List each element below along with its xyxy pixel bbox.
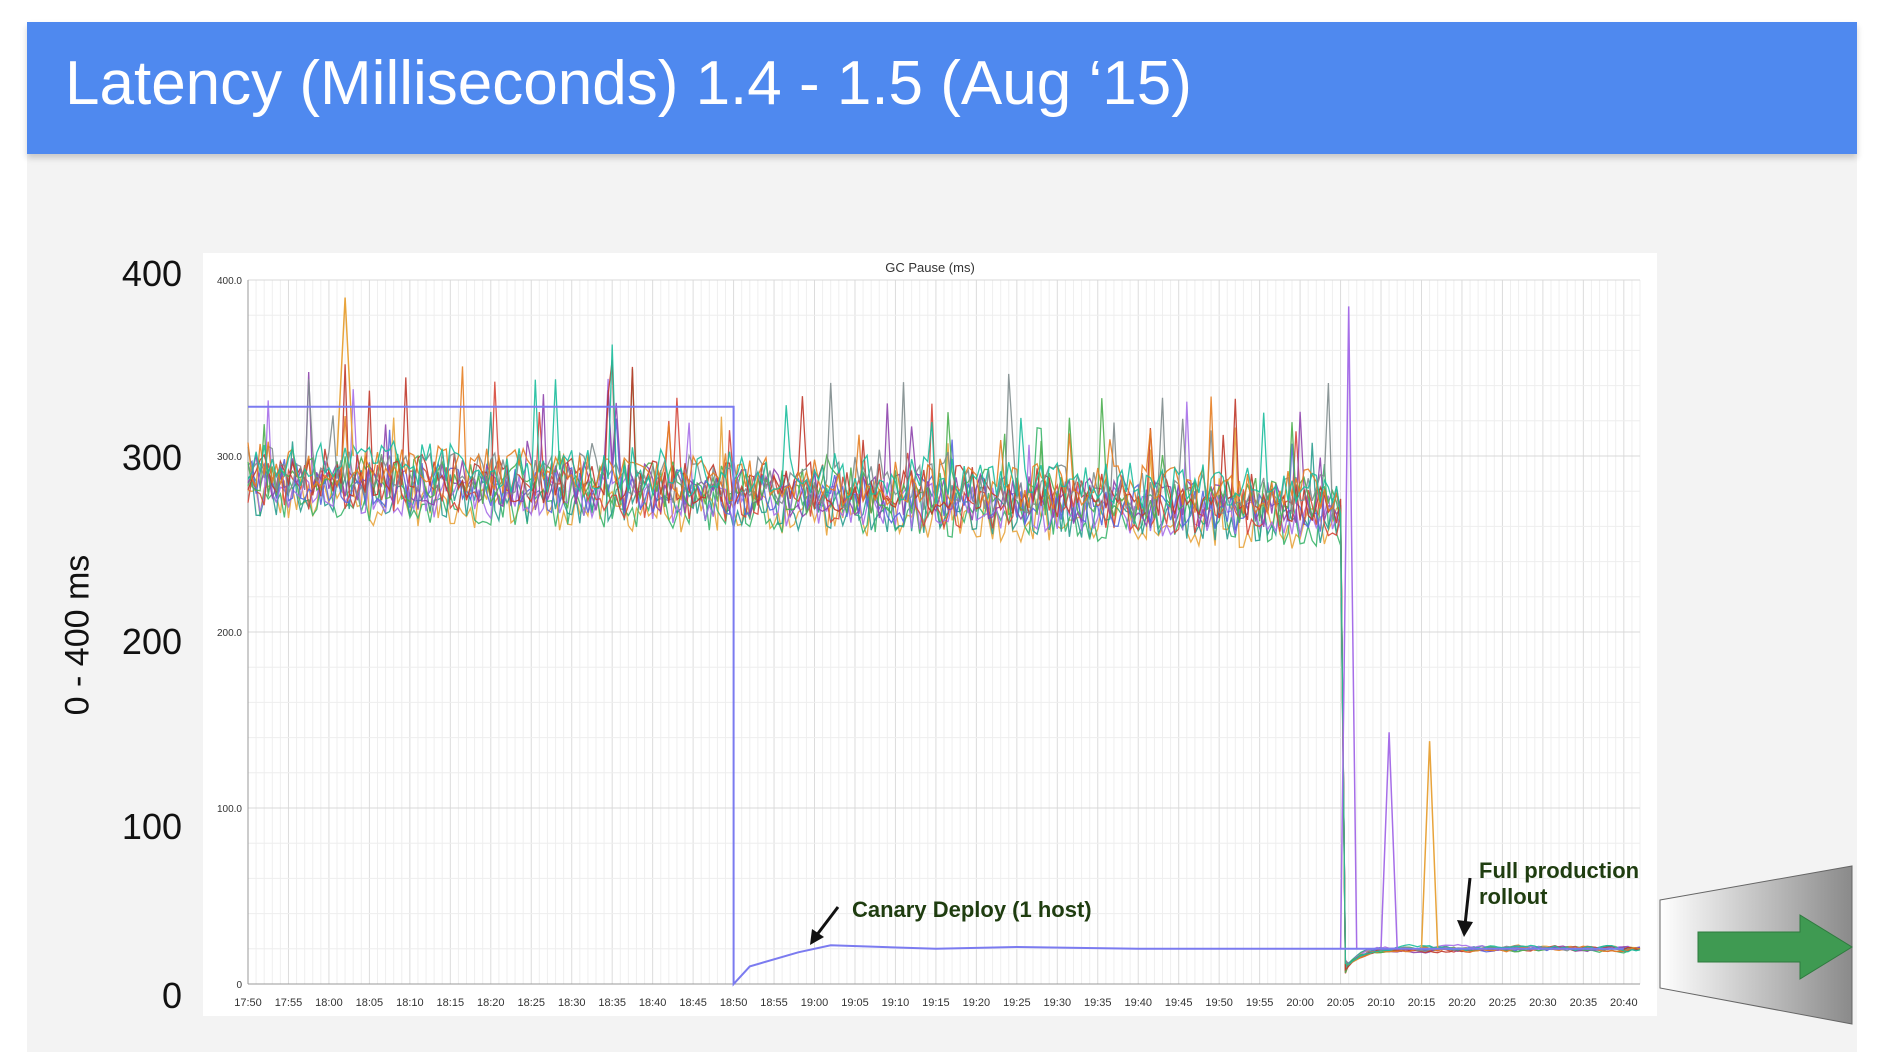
x-tick-label: 18:30 <box>558 997 586 1009</box>
x-tick-label: 18:50 <box>720 997 748 1009</box>
x-tick-label: 18:25 <box>517 997 545 1009</box>
slide-title: Latency (Milliseconds) 1.4 - 1.5 (Aug ‘1… <box>65 49 1192 118</box>
rollout-arrow-shaft <box>1463 877 1472 926</box>
grid-layer <box>247 279 1641 985</box>
x-tick-label: 20:00 <box>1286 997 1314 1009</box>
rollout-annotation-line1: Full production <box>1479 858 1639 883</box>
x-tick-label: 18:40 <box>639 997 667 1009</box>
spike-line <box>336 297 354 457</box>
series-layer <box>247 297 1641 987</box>
spike-line <box>1339 306 1358 949</box>
x-tick-label: 18:35 <box>598 997 626 1009</box>
x-tick-label: 19:30 <box>1044 997 1072 1009</box>
x-tick-label: 20:10 <box>1367 997 1395 1009</box>
x-tick-label: 20:20 <box>1448 997 1476 1009</box>
x-tick-label: 19:25 <box>1003 997 1031 1009</box>
y-tick-label: 100.0 <box>217 804 242 815</box>
canary-annotation-label: Canary Deploy (1 host) <box>852 897 1092 922</box>
x-tick-label: 17:50 <box>234 997 262 1009</box>
x-tick-label: 19:40 <box>1124 997 1152 1009</box>
canary-arrow-head <box>810 929 824 945</box>
x-tick-label: 20:40 <box>1610 997 1638 1009</box>
x-tick-label: 20:30 <box>1529 997 1557 1009</box>
slide-y-tick-100: 100 <box>121 806 182 847</box>
x-tick-label: 18:45 <box>679 997 707 1009</box>
spike-line <box>1380 732 1398 949</box>
x-tick-label: 19:50 <box>1205 997 1233 1009</box>
slide-y-tick-300: 300 <box>121 437 182 478</box>
chart-plot-background <box>203 253 1657 1016</box>
y-tick-label: 200.0 <box>217 628 242 639</box>
fleet-series-line <box>247 359 1641 972</box>
canary-annotation: Canary Deploy (1 host) <box>810 897 1092 945</box>
spike-line <box>1420 741 1439 949</box>
chart-title: GC Pause (ms) <box>885 260 975 275</box>
green-arrow-icon <box>1697 914 1853 980</box>
slide-y-tick-200: 200 <box>121 621 182 662</box>
canary-series-line <box>248 405 1624 987</box>
x-tick-label: 20:35 <box>1570 997 1598 1009</box>
x-tick-label: 18:00 <box>315 997 343 1009</box>
x-tick-label: 18:55 <box>760 997 788 1009</box>
x-tick-label: 19:15 <box>922 997 950 1009</box>
rollout-annotation: Full production rollout <box>1457 858 1639 937</box>
x-tick-label: 20:15 <box>1408 997 1436 1009</box>
rollout-annotation-line2: rollout <box>1479 884 1548 909</box>
x-tick-label: 19:05 <box>841 997 869 1009</box>
x-tick-label: 19:20 <box>963 997 991 1009</box>
x-tick-label: 19:45 <box>1165 997 1193 1009</box>
x-tick-label: 19:55 <box>1246 997 1274 1009</box>
x-tick-label: 18:20 <box>477 997 505 1009</box>
x-tick-label: 18:05 <box>356 997 384 1009</box>
x-tick-label: 19:35 <box>1084 997 1112 1009</box>
x-tick-label: 20:05 <box>1327 997 1355 1009</box>
y-tick-label: 400.0 <box>217 276 242 287</box>
x-tick-label: 20:25 <box>1489 997 1517 1009</box>
slide-y-tick-400: 400 <box>121 253 182 294</box>
y-tick-label: 300.0 <box>217 452 242 463</box>
rollout-arrow-head <box>1457 920 1473 937</box>
title-bar: Latency (Milliseconds) 1.4 - 1.5 (Aug ‘1… <box>27 22 1857 154</box>
fleet-series-line <box>247 366 1641 966</box>
labels-layer: 400.0 300.0 200.0 100.0 0 17:50 17:55 18:00 18:0… <box>217 276 1638 1009</box>
y-tick-label: 0 <box>236 980 242 991</box>
x-tick-label: 19:00 <box>801 997 829 1009</box>
x-tick-label: 17:55 <box>275 997 303 1009</box>
x-tick-label: 19:10 <box>882 997 910 1009</box>
x-tick-label: 18:15 <box>437 997 465 1009</box>
slide-y-tick-0: 0 <box>161 975 182 1016</box>
x-tick-label: 18:10 <box>396 997 424 1009</box>
fleet-series-line <box>247 344 1641 966</box>
